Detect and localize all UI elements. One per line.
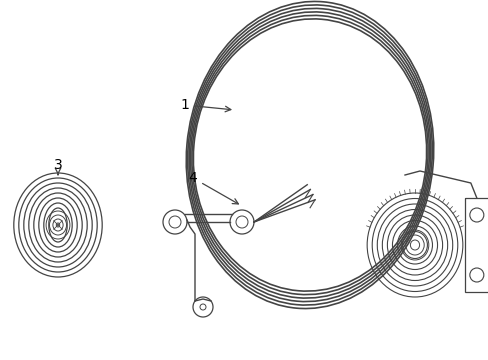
Text: 3: 3 <box>54 158 62 175</box>
Text: 2: 2 <box>0 359 1 360</box>
Text: 1: 1 <box>180 98 230 112</box>
Text: 4: 4 <box>188 171 238 204</box>
